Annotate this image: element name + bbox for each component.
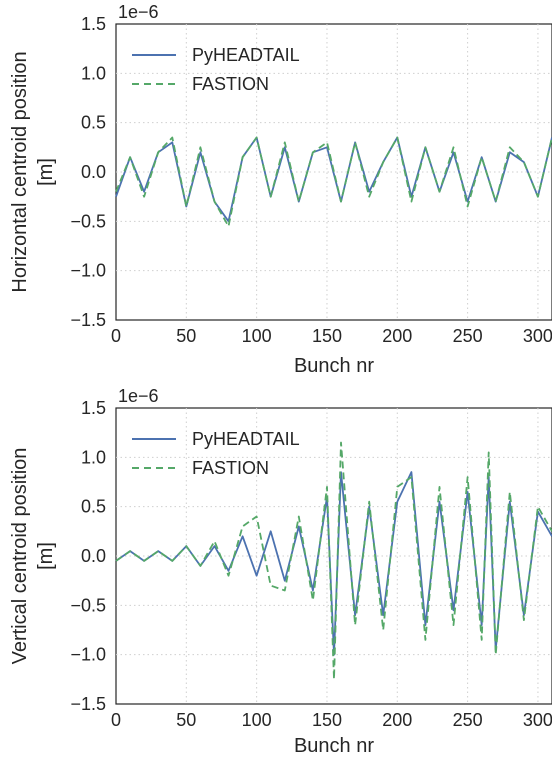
grid [116, 408, 552, 704]
y-tick-label: −1.0 [70, 261, 106, 281]
series-lines [115, 441, 552, 681]
x-tick-label: 200 [382, 710, 412, 730]
x-tick-label: 250 [453, 710, 483, 730]
x-tick-label: 200 [382, 326, 412, 346]
x-tick-label: 300 [523, 326, 552, 346]
y-tick-label: 1.0 [81, 447, 106, 467]
x-tick-label: 50 [176, 710, 196, 730]
y-tick-label: 0.5 [81, 113, 106, 133]
y-tick-label: −1.5 [70, 310, 106, 330]
y-multiplier: 1e−6 [118, 2, 159, 22]
y-tick-label: −1.5 [70, 694, 106, 714]
legend: PyHEADTAIL FASTION [132, 429, 300, 478]
legend-label-fastion: FASTION [192, 74, 269, 94]
y-tick-label: 0.0 [81, 162, 106, 182]
y-axis-label-line2: [m] [35, 542, 57, 570]
y-axis-label-line2: [m] [35, 158, 57, 186]
y-tick-label: 0.5 [81, 497, 106, 517]
y-tick-label: 1.0 [81, 63, 106, 83]
tick-labels: −1.5 −1.0 −0.5 0.0 0.5 1.0 1.5 0 50 100 150 200 250 3… [70, 398, 552, 730]
tick-labels: −1.5 −1.0 −0.5 0.0 0.5 1.0 1.5 0 50 100 150 200 250 3… [70, 14, 552, 346]
series-line-fastion [115, 136, 552, 228]
legend-label-pyheadtail: PyHEADTAIL [192, 429, 300, 449]
y-tick-label: −0.5 [70, 595, 106, 615]
legend: PyHEADTAIL FASTION [132, 45, 300, 94]
x-axis-label: Bunch nr [294, 735, 374, 757]
legend-label-fastion: FASTION [192, 458, 269, 478]
y-tick-label: 1.5 [81, 14, 106, 34]
x-tick-label: 150 [312, 710, 342, 730]
y-axis-label-line1: Horizontal centroid position [9, 51, 31, 292]
series-line-fastion [115, 441, 552, 681]
horizontal-centroid-plot: −1.5 −1.0 −0.5 0.0 0.5 1.0 1.5 0 50 100 150 200 250 3… [9, 2, 552, 377]
grid [116, 24, 552, 320]
x-axis-label: Bunch nr [294, 355, 374, 377]
x-tick-label: 100 [242, 326, 272, 346]
y-axis-label-line1: Vertical centroid position [9, 448, 31, 665]
y-tick-label: 0.0 [81, 546, 106, 566]
legend-label-pyheadtail: PyHEADTAIL [192, 45, 300, 65]
series-lines [115, 136, 552, 228]
x-tick-label: 0 [111, 710, 121, 730]
x-tick-label: 300 [523, 710, 552, 730]
vertical-centroid-plot: −1.5 −1.0 −0.5 0.0 0.5 1.0 1.5 0 50 100 150 200 250 3… [9, 386, 552, 757]
y-tick-label: −0.5 [70, 211, 106, 231]
x-tick-label: 150 [312, 326, 342, 346]
y-tick-label: −1.0 [70, 645, 106, 665]
x-tick-label: 0 [111, 326, 121, 346]
x-tick-label: 50 [176, 326, 196, 346]
y-tick-label: 1.5 [81, 398, 106, 418]
y-multiplier: 1e−6 [118, 386, 159, 406]
x-tick-label: 250 [453, 326, 483, 346]
x-tick-label: 100 [242, 710, 272, 730]
